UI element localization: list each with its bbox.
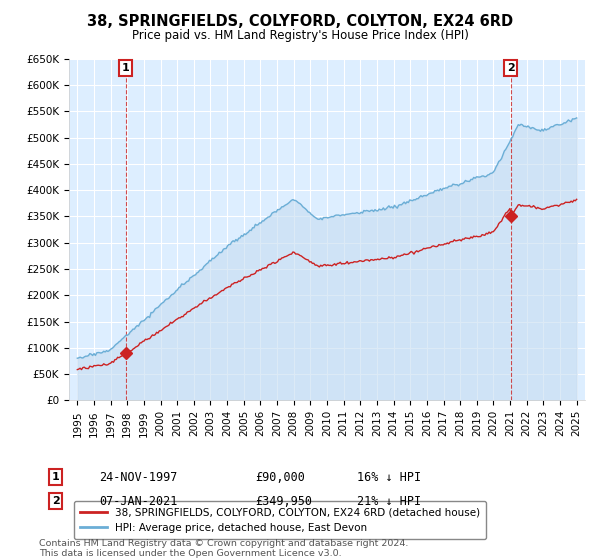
Text: £90,000: £90,000 (255, 470, 305, 484)
Text: 07-JAN-2021: 07-JAN-2021 (99, 494, 178, 508)
Legend: 38, SPRINGFIELDS, COLYFORD, COLYTON, EX24 6RD (detached house), HPI: Average pri: 38, SPRINGFIELDS, COLYFORD, COLYTON, EX2… (74, 501, 486, 539)
Text: 1: 1 (52, 472, 59, 482)
Text: 2: 2 (507, 63, 514, 73)
Text: 1: 1 (122, 63, 130, 73)
Text: 21% ↓ HPI: 21% ↓ HPI (357, 494, 421, 508)
Text: 24-NOV-1997: 24-NOV-1997 (99, 470, 178, 484)
Text: 2: 2 (52, 496, 59, 506)
Text: Price paid vs. HM Land Registry's House Price Index (HPI): Price paid vs. HM Land Registry's House … (131, 29, 469, 42)
Text: 16% ↓ HPI: 16% ↓ HPI (357, 470, 421, 484)
Text: 38, SPRINGFIELDS, COLYFORD, COLYTON, EX24 6RD: 38, SPRINGFIELDS, COLYFORD, COLYTON, EX2… (87, 14, 513, 29)
Text: Contains HM Land Registry data © Crown copyright and database right 2024.
This d: Contains HM Land Registry data © Crown c… (39, 539, 409, 558)
Text: £349,950: £349,950 (255, 494, 312, 508)
